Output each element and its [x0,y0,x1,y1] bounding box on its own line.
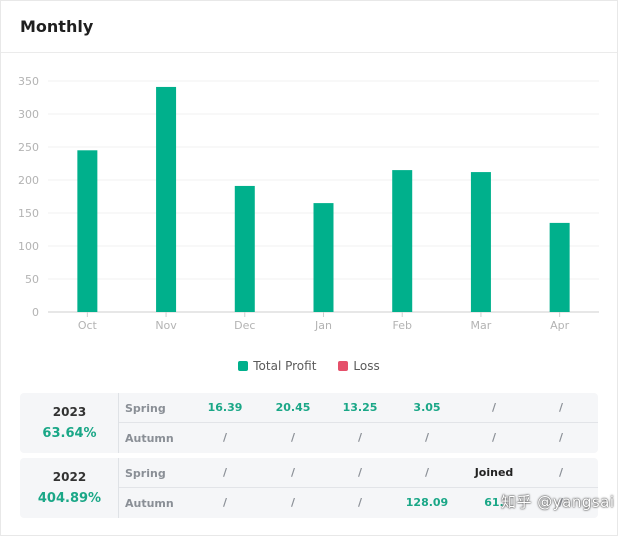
season-cell: / [491,431,497,444]
y-tick-label: 350 [18,75,39,88]
y-tick-label: 300 [18,108,39,121]
season-name: Spring [125,402,166,415]
bar-total-profit [549,222,570,312]
season-cell: / [357,496,363,509]
x-tick-label: Oct [78,319,98,332]
legend-item-loss[interactable]: Loss [338,359,380,373]
legend-label-profit: Total Profit [253,359,317,373]
season-cell: / [424,466,430,479]
y-tick-label: 100 [18,240,39,253]
season-cell: 61. [484,496,504,509]
y-tick-label: 50 [25,273,39,286]
x-tick-label: Dec [234,319,255,332]
season-name: Autumn [125,432,174,445]
y-tick-label: 250 [18,141,39,154]
bar-total-profit [313,203,334,312]
season-cell: 128.09 [405,496,449,509]
season-cell: 13.25 [342,401,378,414]
legend-label-loss: Loss [353,359,380,373]
season-cell: / [222,466,228,479]
season-name: Spring [125,467,166,480]
season-cell: / [424,431,430,444]
bar-total-profit [392,170,413,312]
year-percent: 404.89% [37,491,102,506]
season-cell: Joined [474,466,514,479]
x-tick-label: Jan [314,319,332,332]
season-cell: 20.45 [275,401,311,414]
season-cell: 16.39 [207,401,243,414]
season-cell: / [222,431,228,444]
season-row-spring: Spring 16.39 20.45 13.25 3.05 / / [119,393,598,423]
season-cell: / [558,496,564,509]
bar-total-profit [234,185,255,312]
y-tick-label: 0 [32,306,39,319]
season-row-spring: Spring / / / / Joined / [119,458,598,488]
season-cell: 3.05 [413,401,441,414]
x-tick-label: Apr [550,319,570,332]
year-block-2022: 2022 404.89% Spring / / / / Joined / Aut… [20,458,598,518]
season-cell: / [290,496,296,509]
x-tick-label: Feb [392,319,411,332]
y-tick-label: 150 [18,207,39,220]
bar-total-profit [156,86,177,312]
season-cell: / [222,496,228,509]
season-cell: / [558,401,564,414]
year-block-2023: 2023 63.64% Spring 16.39 20.45 13.25 3.0… [20,393,598,453]
x-tick-label: Mar [471,319,492,332]
watermark: 知乎 @yangsai [501,493,615,511]
season-cell: / [357,466,363,479]
bar-total-profit [470,172,491,312]
season-cell: / [290,466,296,479]
season-name: Autumn [125,497,174,510]
year-summary: 2023 63.64% [20,393,119,453]
season-cell: / [491,401,497,414]
bar-total-profit [77,150,98,312]
season-cell: / [290,431,296,444]
page-title: Monthly [20,17,94,36]
chart-legend: Total Profit Loss [1,357,617,375]
legend-item-total-profit[interactable]: Total Profit [238,359,316,373]
year-label: 2023 [52,405,87,419]
card-header: Monthly [1,1,617,53]
monthly-bar-chart: 0 50 100 150 200 250 300 350 Oct Nov Dec Jan Feb Mar A… [18,75,599,332]
x-tick-label: Nov [155,319,177,332]
year-summary: 2022 404.89% [20,458,119,518]
season-cell: / [357,431,363,444]
season-cell: / [558,431,564,444]
season-row-autumn: Autumn / / / / / / [119,423,598,453]
y-tick-label: 200 [18,174,39,187]
legend-swatch-loss [338,361,349,371]
legend-swatch-profit [238,361,249,371]
year-label: 2022 [52,470,87,484]
season-cell: / [558,466,564,479]
year-percent: 63.64% [42,426,97,441]
season-row-autumn: Autumn / / / 128.09 61. / [119,488,598,518]
